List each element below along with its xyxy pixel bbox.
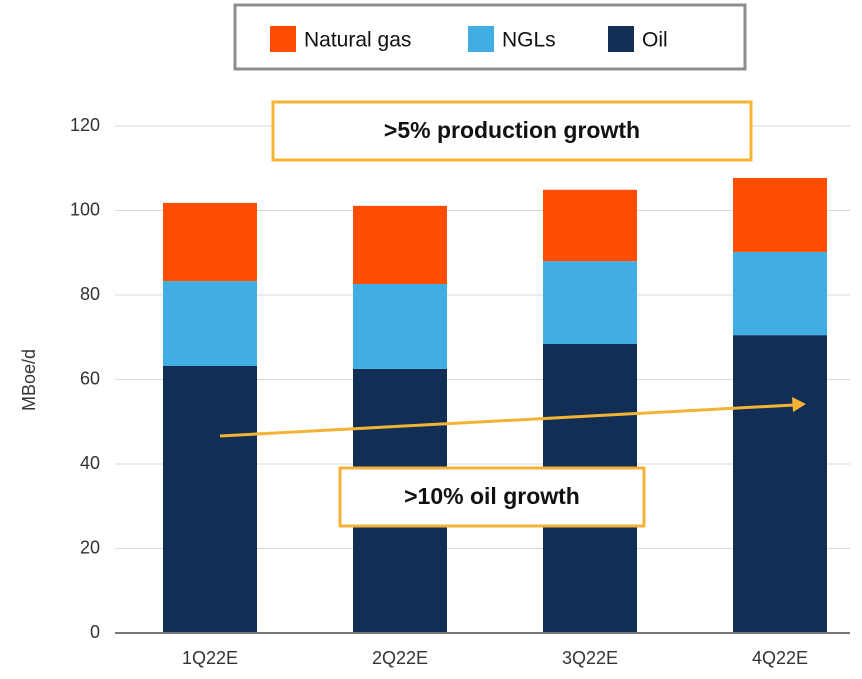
x-tick-label: 4Q22E (752, 648, 808, 668)
legend: Natural gas NGLs Oil (270, 26, 668, 52)
annotation: >10% oil growth (404, 483, 580, 509)
bar-segment (163, 281, 257, 366)
y-tick-label: 40 (80, 453, 100, 473)
x-tick-label: 2Q22E (372, 648, 428, 668)
annotation-box (338, 466, 646, 528)
bar-segment (733, 335, 827, 633)
legend-label: Oil (642, 29, 668, 52)
plot: 0 20 40 60 80 100 120 1Q22E 2Q22E 3Q22E 4Q22E (70, 115, 850, 668)
legend-swatch (608, 26, 634, 52)
bar-segment (543, 189, 637, 262)
y-tick-label: 100 (70, 199, 100, 219)
legend-label: Natural gas (304, 29, 411, 52)
bar-segment (353, 284, 447, 369)
x-tick-label: 1Q22E (182, 648, 238, 668)
x-tick-label: 3Q22E (562, 648, 618, 668)
y-tick-label: 120 (70, 115, 100, 135)
arrow-head (792, 397, 806, 412)
y-tick-label: 0 (90, 622, 100, 642)
bar-segment (163, 365, 257, 633)
bar-segment (543, 261, 637, 345)
legend-swatch (270, 26, 296, 52)
bar-segment (733, 177, 827, 252)
bar-segment (353, 205, 447, 285)
y-tick-label: 60 (80, 368, 100, 388)
trend-arrow (219, 403, 795, 438)
legend-swatch (468, 26, 494, 52)
y-tick-label: 20 (80, 537, 100, 557)
annotation-box (271, 100, 753, 162)
bar-segment (733, 251, 827, 336)
y-axis-label: MBoe/d (19, 349, 39, 411)
bar-segment (163, 202, 257, 282)
legend-label: NGLs (502, 29, 556, 52)
y-tick-label: 80 (80, 284, 100, 304)
annotation: >5% production growth (384, 117, 640, 143)
